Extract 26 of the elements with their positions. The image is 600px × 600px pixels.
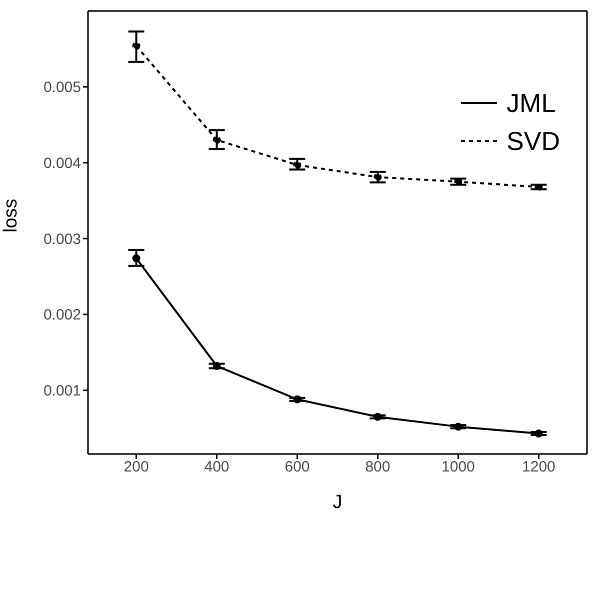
point xyxy=(293,395,302,404)
x-tick-label: 800 xyxy=(365,458,390,476)
x-axis-title: J xyxy=(332,492,342,513)
x-tick-label: 200 xyxy=(124,458,149,476)
legend-label: JML xyxy=(506,88,556,118)
x-tick-label: 1200 xyxy=(522,458,556,476)
y-tick-label: 0.005 xyxy=(43,79,81,96)
y-tick-label: 0.004 xyxy=(43,155,81,172)
x-tick-label: 400 xyxy=(204,458,230,476)
point xyxy=(454,422,462,431)
x-tick-label: 1000 xyxy=(442,458,475,476)
point xyxy=(132,42,140,50)
y-tick-label: 0.002 xyxy=(43,306,81,324)
point xyxy=(374,173,382,182)
y-tick-label: 0.003 xyxy=(43,230,81,248)
point xyxy=(212,136,221,144)
point xyxy=(534,430,543,438)
legend-label: SVD xyxy=(506,126,560,156)
point xyxy=(374,412,382,421)
point xyxy=(293,160,302,169)
point xyxy=(132,254,140,262)
x-tick-label: 600 xyxy=(284,458,310,476)
y-tick-label: 0.001 xyxy=(43,382,81,400)
point xyxy=(534,182,543,191)
y-axis-title: loss xyxy=(0,198,22,232)
point xyxy=(212,362,221,370)
